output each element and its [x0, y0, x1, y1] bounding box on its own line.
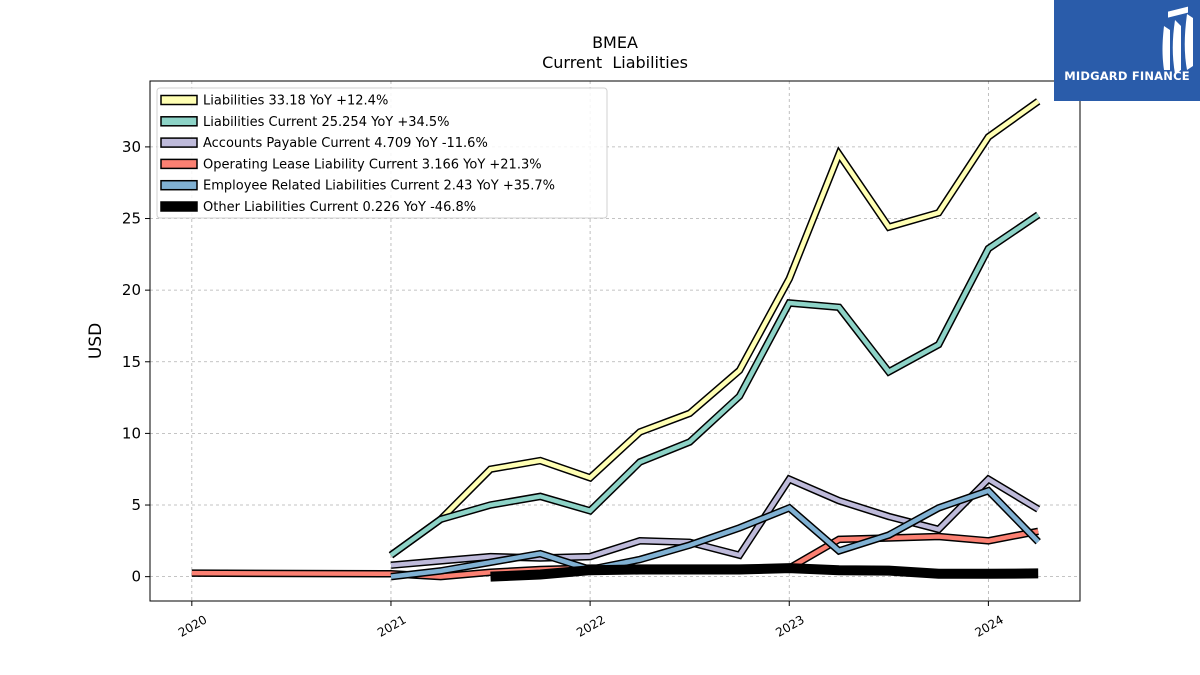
y-tick-label: 20 [122, 281, 141, 299]
legend-swatch-0 [160, 94, 198, 106]
y-tick-label: 5 [131, 496, 141, 514]
series-line-2 [390, 476, 1040, 568]
series-outline-2 [390, 474, 1041, 569]
legend-swatch-5 [160, 201, 198, 212]
y-tick-label: 10 [122, 424, 141, 442]
x-tick-label: 2020 [176, 612, 209, 639]
series-outline-5 [490, 563, 1039, 582]
x-tick-label: 2023 [773, 612, 806, 639]
series-line-0 [389, 99, 1040, 558]
midgard-finance-logo: MIDGARD FINANCE [1054, 0, 1200, 101]
series-line-4 [390, 488, 1040, 579]
y-tick-label: 15 [122, 353, 141, 371]
legend-swatch-4 [160, 179, 198, 191]
legend-label-5: Other Liabilities Current 0.226 YoY -46.… [203, 200, 476, 215]
y-tick-label: 0 [131, 568, 141, 586]
legend-label-1: Liabilities Current 25.254 YoY +34.5% [203, 115, 450, 130]
legend-label-2: Accounts Payable Current 4.709 YoY -11.6… [203, 136, 488, 151]
chart-title: BMEA [592, 33, 638, 52]
x-tick-label: 2022 [574, 612, 607, 639]
legend-box [156, 87, 608, 219]
series-lines [191, 98, 1041, 582]
legend-label-3: Operating Lease Liability Current 3.166 … [203, 157, 542, 172]
x-tick-label: 2021 [375, 612, 408, 639]
legend-swatch-1 [160, 116, 198, 127]
legend-swatch-2 [160, 137, 198, 148]
legend-swatch-3 [160, 158, 198, 170]
y-tick-label: 25 [122, 210, 141, 228]
y-tick-label: 30 [122, 138, 141, 156]
y-axis-label: USD [86, 323, 106, 359]
midgard-logo-mark-icon [1162, 6, 1193, 74]
x-tick-label: 2024 [972, 612, 1005, 639]
chart-subtitle: Current Liabilities [542, 53, 688, 72]
series-line-1 [389, 213, 1040, 558]
legend: Liabilities 33.18 YoY +12.4% Liabilities … [156, 87, 608, 219]
logo-text: MIDGARD FINANCE [1064, 69, 1190, 83]
plot-area-frame [149, 80, 1081, 602]
chart-title-block: BMEA Current Liabilities [0, 33, 1200, 73]
legend-label-4: Employee Related Liabilities Current 2.4… [203, 179, 555, 194]
legend-label-0: Liabilities 33.18 YoY +12.4% [203, 94, 388, 109]
